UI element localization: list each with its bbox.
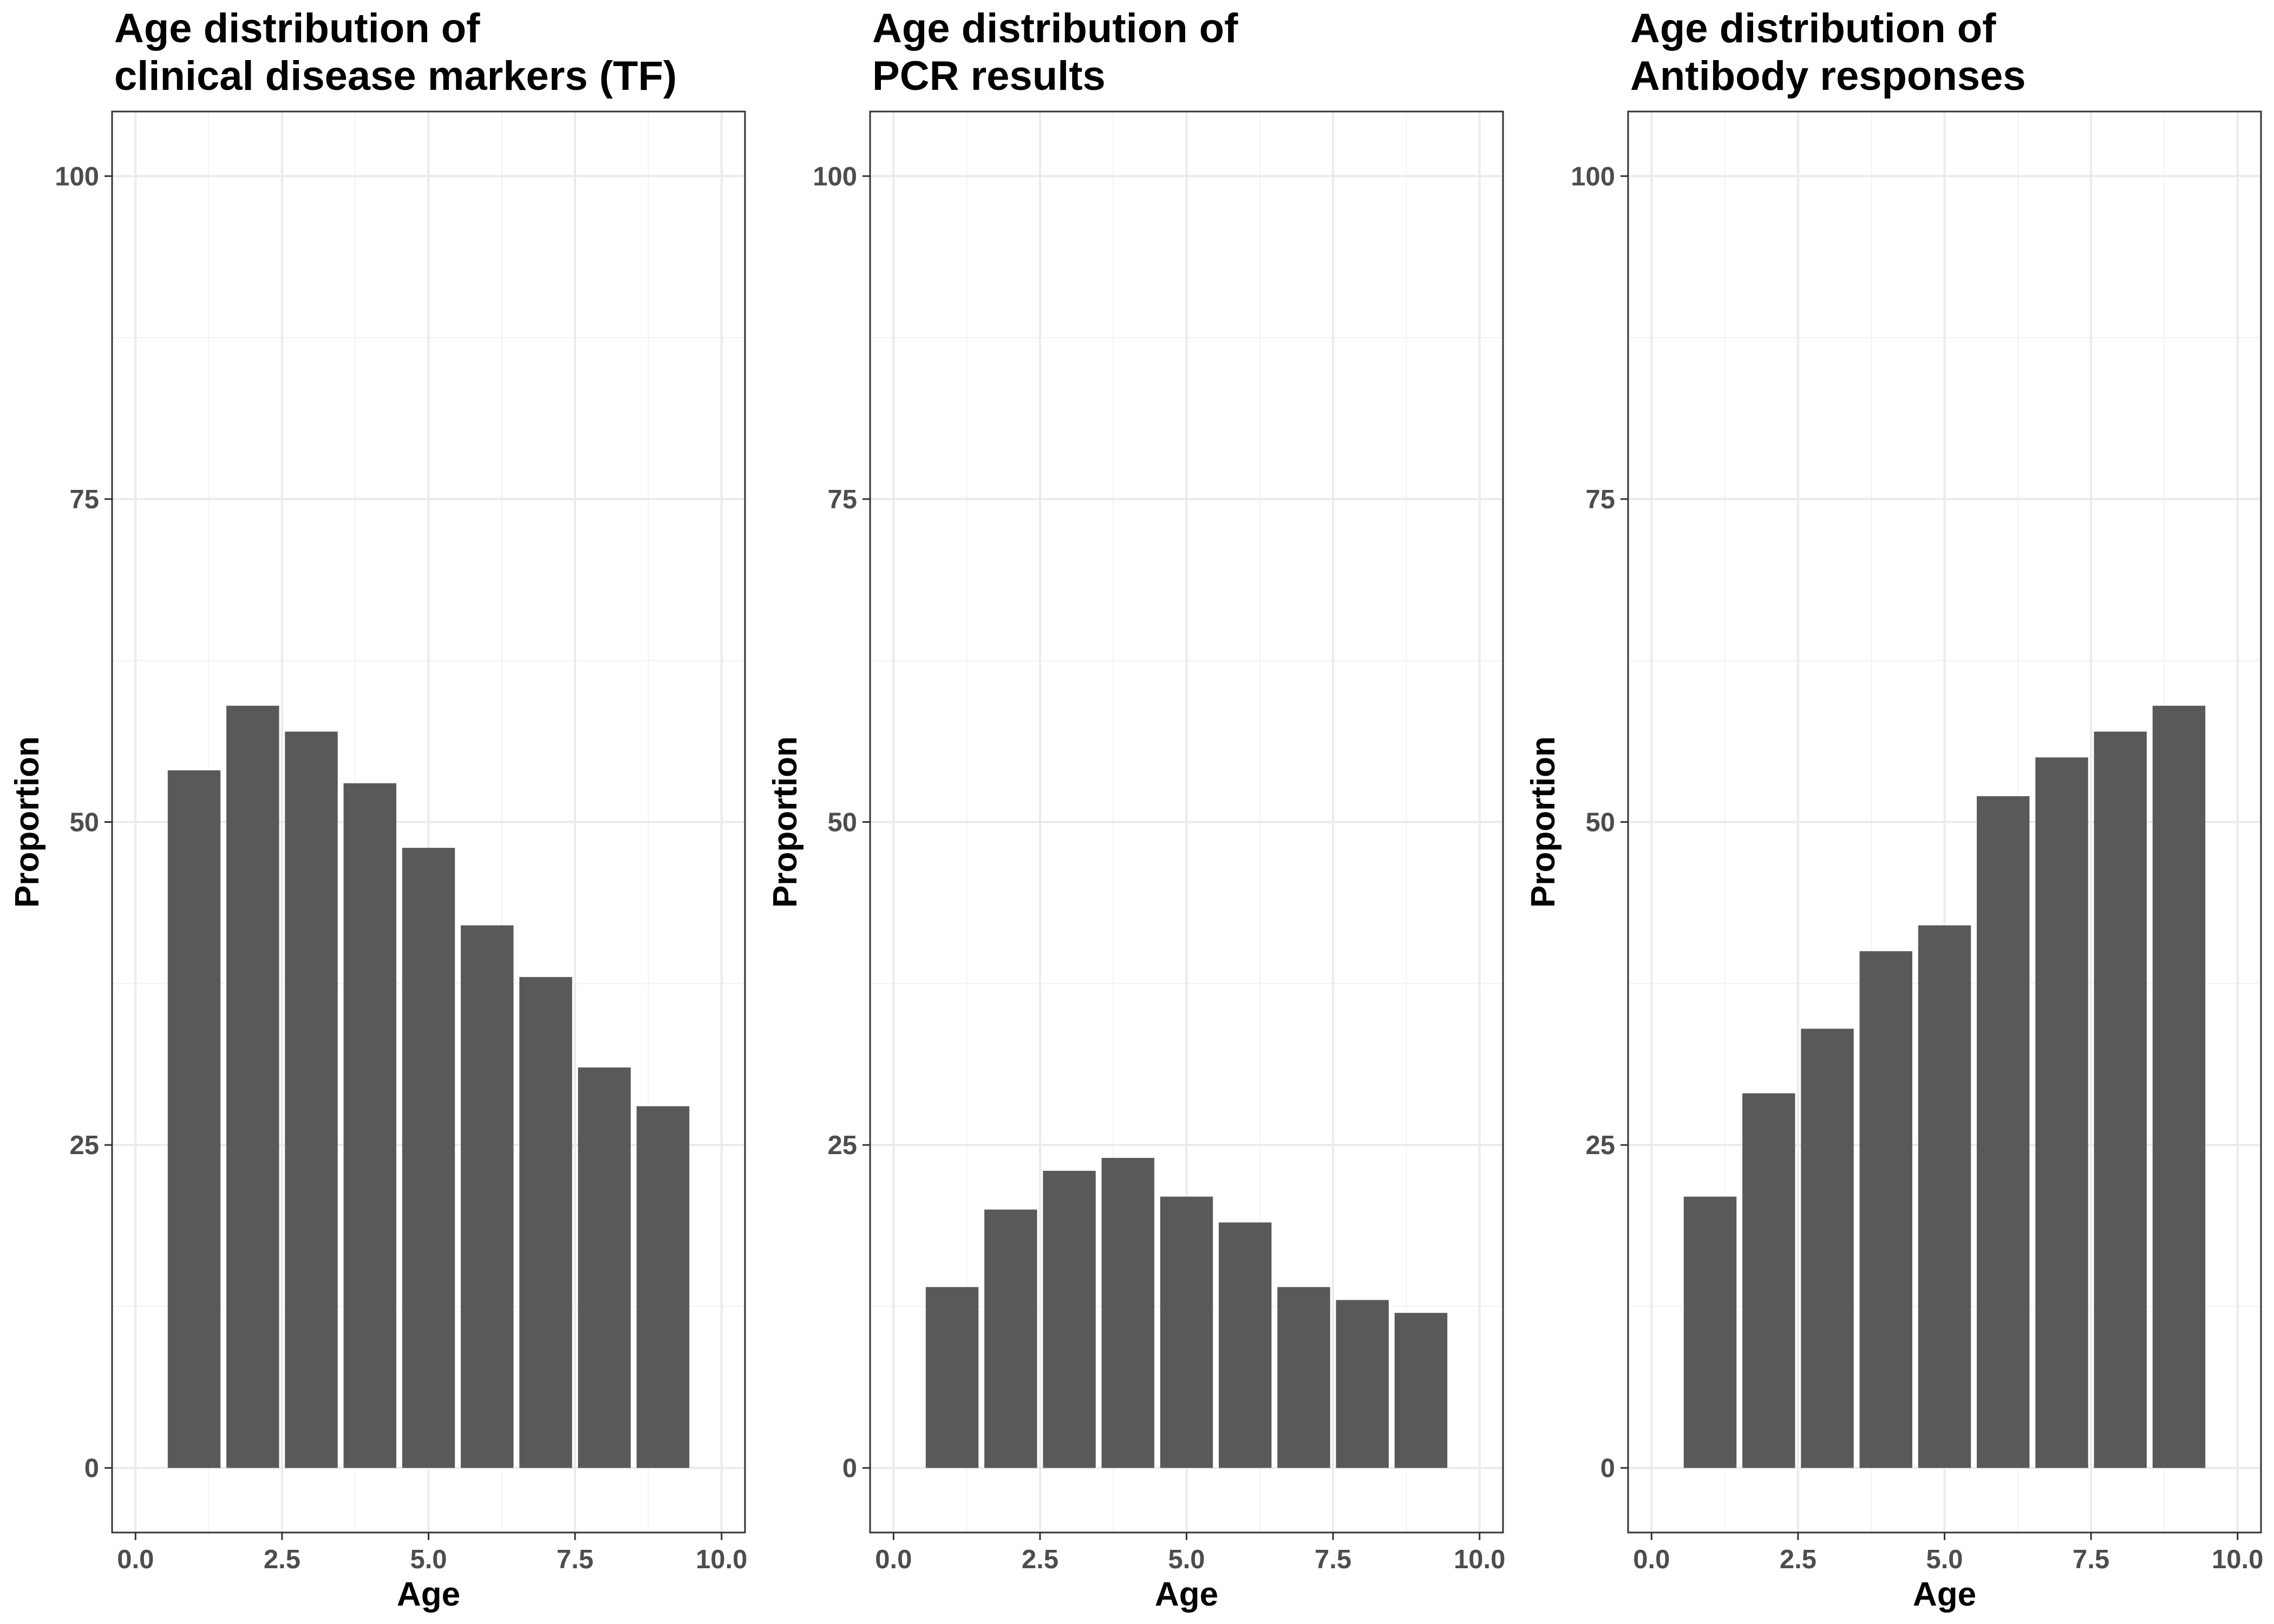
x-tick-label: 5.0 [1168, 1545, 1205, 1574]
bar-age-9 [2152, 705, 2206, 1468]
y-tick-label: 50 [1585, 808, 1615, 837]
x-tick-label: 2.5 [1780, 1545, 1816, 1574]
bar-age-1 [1683, 1196, 1737, 1468]
y-tick-label: 25 [827, 1131, 857, 1160]
bar-age-5 [1918, 925, 1971, 1468]
panel-title-line-1: Age distribution of [872, 5, 1238, 51]
bar-age-3 [285, 731, 338, 1468]
bar-age-2 [226, 705, 279, 1468]
bar-age-5 [402, 848, 455, 1468]
y-tick-label: 0 [842, 1454, 857, 1483]
y-tick-label: 100 [55, 162, 99, 191]
panel-title-line-2: Antibody responses [1630, 53, 2026, 99]
y-tick-label: 75 [827, 485, 857, 514]
panel-title-line-1: Age distribution of [114, 5, 480, 51]
x-tick-label: 10.0 [696, 1545, 747, 1574]
y-tick-label: 50 [827, 808, 857, 837]
bar-age-4 [1859, 951, 1912, 1468]
bar-age-1 [925, 1287, 979, 1468]
y-tick-label: 25 [69, 1131, 99, 1160]
y-tick-label: 0 [84, 1454, 99, 1483]
bar-age-9 [636, 1106, 690, 1468]
bar-age-4 [1101, 1157, 1154, 1468]
x-axis-title: Age [397, 1576, 460, 1613]
bar-age-7 [1277, 1287, 1330, 1468]
x-tick-label: 7.5 [557, 1545, 593, 1574]
x-axis-title: Age [1155, 1576, 1218, 1613]
bar-age-4 [343, 783, 396, 1468]
bar-age-6 [1219, 1222, 1272, 1468]
chart-panel-2: 0 25 50 75 100 0.0 2.5 5.0 7.5 10.0 Age Proportion A… [767, 5, 1505, 1613]
bar-age-7 [2035, 757, 2088, 1468]
x-tick-label: 0.0 [1633, 1545, 1670, 1574]
panel-title-line-2: PCR results [872, 53, 1106, 99]
bar-age-2 [1742, 1093, 1795, 1468]
x-tick-label: 0.0 [117, 1545, 154, 1574]
panel-title-line-2: clinical disease markers (TF) [114, 53, 677, 99]
y-axis-title: Proportion [767, 736, 804, 908]
bar-age-2 [984, 1209, 1037, 1468]
x-tick-label: 2.5 [264, 1545, 300, 1574]
y-tick-label: 25 [1585, 1131, 1615, 1160]
y-tick-label: 100 [1571, 162, 1615, 191]
x-tick-label: 7.5 [2073, 1545, 2109, 1574]
bar-age-8 [2094, 731, 2147, 1468]
x-tick-label: 7.5 [1315, 1545, 1351, 1574]
chart-panel-3: 0 25 50 75 100 0.0 2.5 5.0 7.5 10.0 Age Proportion A… [1525, 5, 2263, 1613]
x-axis-title: Age [1913, 1576, 1976, 1613]
bar-age-6 [461, 925, 514, 1468]
chart-panel-1: 0 25 50 75 100 0.0 2.5 5.0 7.5 10.0 Age Proportion A… [9, 5, 747, 1613]
y-tick-label: 75 [69, 485, 99, 514]
x-tick-label: 5.0 [1926, 1545, 1963, 1574]
bar-age-3 [1043, 1170, 1096, 1468]
x-tick-label: 0.0 [875, 1545, 912, 1574]
y-tick-label: 100 [813, 162, 857, 191]
bar-age-9 [1394, 1313, 1448, 1468]
y-tick-label: 75 [1585, 485, 1615, 514]
bar-age-6 [1977, 796, 2030, 1468]
bar-age-5 [1160, 1196, 1213, 1468]
y-tick-label: 0 [1600, 1454, 1615, 1483]
bar-age-1 [167, 770, 221, 1468]
bar-age-8 [578, 1067, 631, 1468]
bar-age-7 [519, 977, 572, 1468]
x-tick-label: 2.5 [1022, 1545, 1058, 1574]
y-axis-title: Proportion [1525, 736, 1562, 908]
y-tick-label: 50 [69, 808, 99, 837]
panel-title-line-1: Age distribution of [1630, 5, 1996, 51]
bar-age-3 [1801, 1029, 1854, 1468]
x-tick-label: 5.0 [410, 1545, 447, 1574]
bar-age-8 [1336, 1300, 1389, 1468]
y-axis-title: Proportion [9, 736, 46, 908]
x-tick-label: 10.0 [1454, 1545, 1505, 1574]
x-tick-label: 10.0 [2212, 1545, 2263, 1574]
